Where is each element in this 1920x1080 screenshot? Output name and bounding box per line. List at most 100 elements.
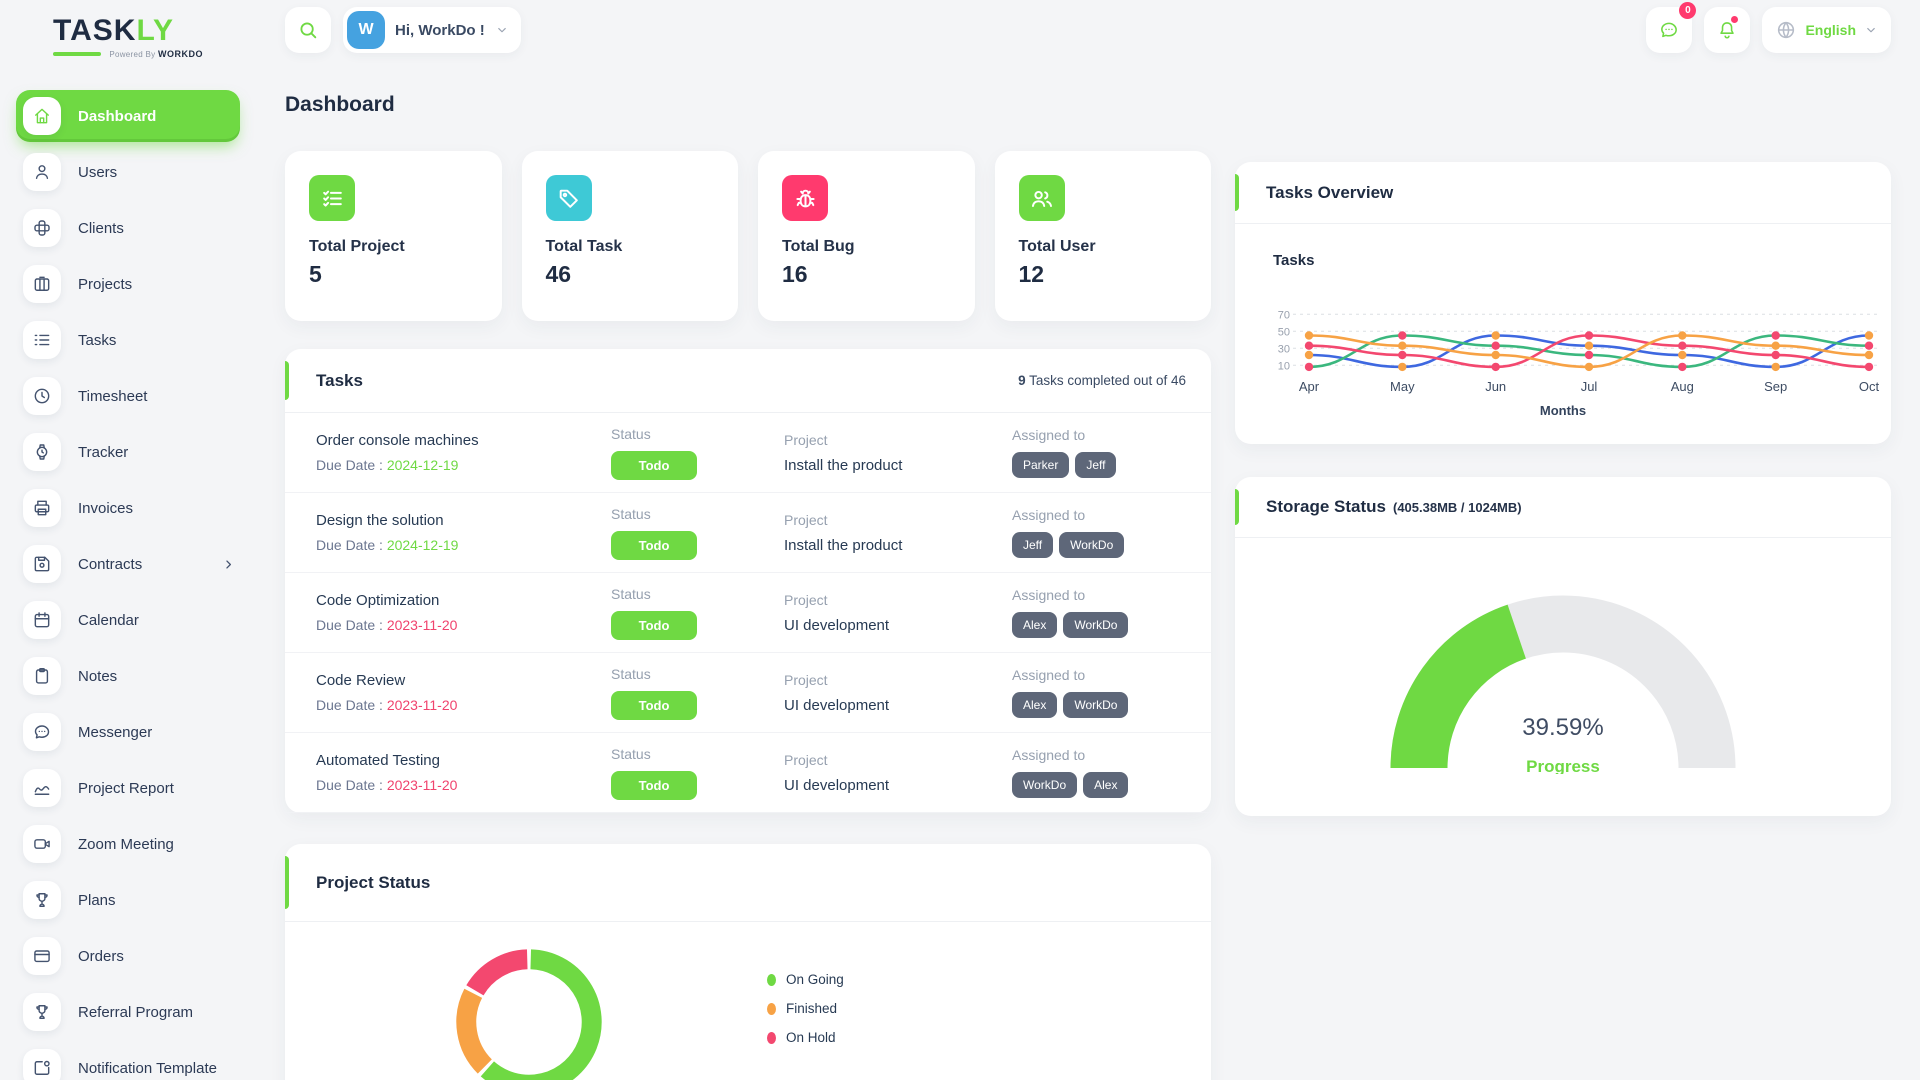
due-date-value: 2023-11-20 [386,617,458,633]
watch-icon [23,433,61,471]
tasks-overview-title: Tasks Overview [1266,182,1394,202]
on-going-dot [767,973,776,986]
card-icon [23,937,61,975]
legend-item-finished: Finished [767,1001,844,1016]
stat-card-total-project[interactable]: Total Project 5 [285,151,502,321]
tasks-card: Tasks 9 Tasks completed out of 46 Order … [285,349,1211,813]
content: Dashboard Total Project 5 Total Task 46 Tota… [285,53,1891,1080]
task-status-badge[interactable]: Todo [611,530,697,560]
logo-text: TASKLY [53,14,254,48]
sidebar-item-project-report[interactable]: Project Report [0,760,254,816]
task-status-badge[interactable]: Todo [611,690,697,720]
tasks-card-title: Tasks [316,370,363,390]
search-button[interactable] [285,7,331,53]
stat-card-total-bug[interactable]: Total Bug 16 [758,151,975,321]
messages-button[interactable]: 0 [1646,2,1697,53]
svg-text:70: 70 [1278,309,1290,321]
storage-gauge-chart: 39.59% Progress [1390,595,1736,774]
chevron-down-icon [1864,23,1878,37]
assignee-chip[interactable]: Parker [1012,452,1070,478]
sidebar-item-timesheet[interactable]: Timesheet [0,368,254,424]
sidebar-item-zoom-meeting[interactable]: Zoom Meeting [0,816,254,872]
app-logo[interactable]: TASKLY Powered By WORKDO [0,14,254,59]
stat-value: 5 [309,261,322,287]
project-status-header: Project Status [285,844,1211,922]
task-cell-project: Project UI development [784,672,1012,714]
avatar: W [347,11,385,49]
assignee-chips: WorkDo Alex [1012,772,1186,798]
sidebar-item-label: Dashboard [78,107,157,125]
bell-icon [1716,19,1738,41]
sidebar-item-referral-program[interactable]: Referral Program [0,984,254,1040]
task-due: Due Date : 2024-12-19 [316,537,611,553]
storage-status-header: Storage Status (405.38MB / 1024MB) [1235,477,1891,538]
sidebar: TASKLY Powered By WORKDO Dashboard Users C… [0,0,254,1080]
sidebar-item-tracker[interactable]: Tracker [0,424,254,480]
search-icon [297,19,319,41]
page-title: Dashboard [285,93,395,116]
assignee-chip[interactable]: WorkDo [1063,612,1129,638]
task-due: Due Date : 2024-12-19 [316,457,611,473]
contract-icon [23,545,61,583]
storage-status-card: Storage Status (405.38MB / 1024MB) 39.59… [1235,477,1891,816]
status-column-label: Status [611,425,651,442]
assignee-chip[interactable]: WorkDo [1012,772,1078,798]
storage-detail: (405.38MB / 1024MB) [1392,499,1522,515]
sidebar-item-contracts[interactable]: Contracts [0,536,254,592]
tasks-list: Order console machines Due Date : 2024-12… [285,413,1211,813]
sidebar-item-tasks[interactable]: Tasks [0,312,254,368]
stat-card-total-task[interactable]: Total Task 46 [521,151,738,321]
sidebar-item-orders[interactable]: Orders [0,928,254,984]
notification-icon [23,1049,61,1080]
assigned-column-label: Assigned to [1012,507,1086,523]
assignee-chip[interactable]: WorkDo [1059,532,1125,558]
sidebar-item-projects[interactable]: Projects [0,256,254,312]
assignee-chip[interactable]: Alex [1012,692,1058,718]
project-column-label: Project [784,431,828,448]
assignee-chip[interactable]: Alex [1012,612,1058,638]
project-status-title: Project Status [316,872,431,892]
due-date-label: Due Date : [316,777,387,793]
language-label: English [1805,22,1856,38]
sidebar-item-calendar[interactable]: Calendar [0,592,254,648]
task-cell-project: Project UI development [784,752,1012,794]
left-column: Dashboard Total Project 5 Total Task 46 Tota… [285,53,1211,1080]
stat-label: Total Project [309,238,405,255]
sidebar-item-dashboard[interactable]: Dashboard [0,88,254,144]
stat-card-total-user[interactable]: Total User 12 [994,151,1211,321]
legend-label: Finished [786,1001,838,1016]
storage-gauge-wrap: 39.59% Progress [1235,595,1891,774]
sidebar-item-invoices[interactable]: Invoices [0,480,254,536]
task-status-badge[interactable]: Todo [611,770,697,800]
assignee-chip[interactable]: Jeff [1075,452,1117,478]
task-status-badge[interactable]: Todo [611,610,697,640]
language-selector[interactable]: English [1762,7,1891,53]
task-cell-status: Status Todo [611,426,784,480]
user-menu[interactable]: W Hi, WorkDo ! [343,7,521,53]
svg-text:Sep: Sep [1764,379,1787,394]
sidebar-item-clients[interactable]: Clients [0,200,254,256]
stat-value: 16 [782,261,808,287]
sidebar-item-notes[interactable]: Notes [0,648,254,704]
due-date-value: 2024-12-19 [386,537,459,553]
assigned-column-label: Assigned to [1012,747,1086,763]
sidebar-item-users[interactable]: Users [0,144,254,200]
logo-secondary: LY [136,14,175,47]
project-status-body: On Going Finished On Hold [285,922,1211,1080]
sidebar-item-messenger[interactable]: Messenger [0,704,254,760]
sidebar-item-plans[interactable]: Plans [0,872,254,928]
task-project-name: Install the product [784,536,903,554]
logo-underline [53,52,102,56]
tasks-icon [23,321,61,359]
task-status-badge[interactable]: Todo [611,450,697,480]
sidebar-item-notification-template[interactable]: Notification Template [0,1040,254,1080]
notifications-button[interactable] [1704,7,1751,53]
legend-item-on-hold: On Hold [767,1030,844,1045]
task-row: Order console machines Due Date : 2024-12… [285,413,1211,493]
assignee-chip[interactable]: WorkDo [1063,692,1129,718]
assignee-chip[interactable]: Jeff [1012,532,1054,558]
task-cell-status: Status Todo [611,586,784,640]
task-cell-title: Automated Testing Due Date : 2023-11-20 [316,752,611,793]
assignee-chip[interactable]: Alex [1083,772,1129,798]
